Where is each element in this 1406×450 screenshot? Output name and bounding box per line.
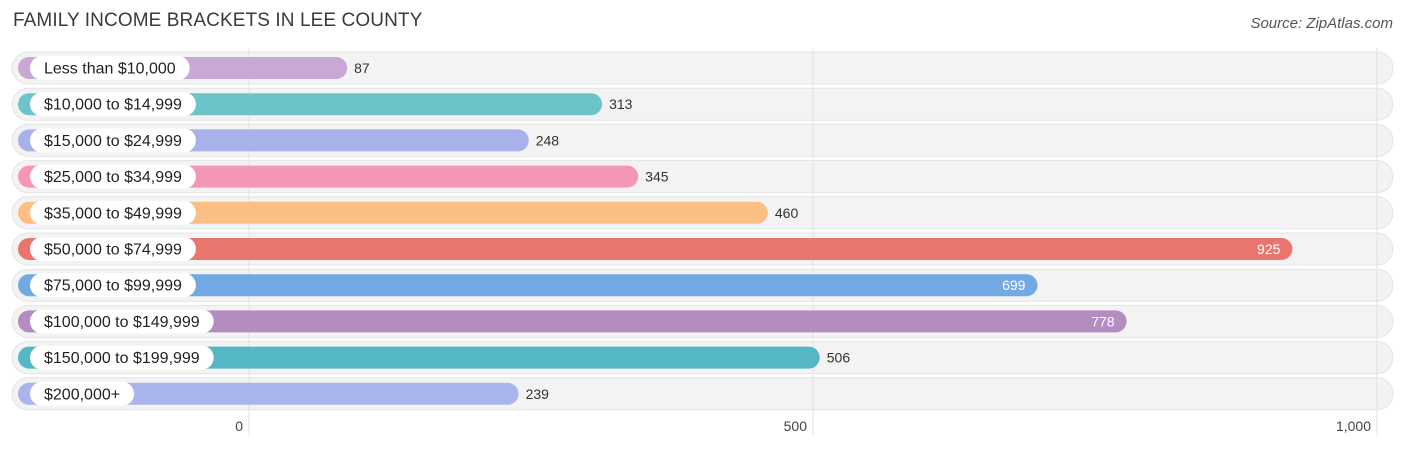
category-label: $25,000 to $34,999 (44, 169, 182, 186)
bar (18, 201, 768, 224)
bar (18, 382, 519, 405)
value-label: 345 (645, 169, 669, 185)
category-label: $150,000 to $199,999 (44, 350, 200, 367)
bar (18, 238, 1293, 260)
bar (18, 310, 1127, 333)
value-label: 313 (609, 96, 633, 112)
value-label: 925 (1257, 241, 1281, 257)
category-label: $35,000 to $49,999 (44, 205, 182, 222)
value-label: 778 (1091, 313, 1115, 329)
category-label: Less than $10,000 (44, 61, 176, 78)
x-tick-label: 0 (235, 418, 243, 434)
category-label-pill (30, 345, 214, 370)
category-label-pill (30, 164, 196, 189)
category-label: $50,000 to $74,999 (44, 242, 182, 259)
category-label: $200,000+ (44, 386, 120, 403)
bar (18, 346, 820, 369)
x-tick-label: 500 (784, 418, 808, 434)
category-label-pill (30, 92, 196, 117)
category-label-pill (30, 381, 135, 406)
category-label-pill (30, 237, 196, 261)
value-label: 248 (536, 132, 560, 148)
category-label: $10,000 to $14,999 (44, 97, 182, 114)
category-label-pill (30, 128, 196, 153)
source-note: Source: ZipAtlas.com (1250, 15, 1393, 32)
category-label: $75,000 to $99,999 (44, 278, 182, 295)
category-label-pill (30, 273, 196, 298)
value-label: 239 (526, 386, 550, 402)
category-label: $15,000 to $24,999 (44, 133, 182, 150)
value-label: 460 (775, 205, 799, 221)
row-background (11, 51, 1394, 85)
category-label-pill (30, 309, 214, 334)
value-label: 87 (354, 60, 370, 76)
x-tick-label: 1,000 (1336, 418, 1371, 434)
category-label-pill (30, 56, 190, 80)
chart-title: FAMILY INCOME BRACKETS IN LEE COUNTY (13, 10, 423, 31)
bar (18, 274, 1038, 297)
category-label-pill (30, 200, 196, 225)
value-label: 506 (827, 350, 851, 366)
category-label: $100,000 to $149,999 (44, 314, 200, 331)
x-axis-ticks: 0 500 1,000 (235, 418, 1371, 434)
bars: Less than $10,000 87 $10,000 to $14,999 313… (18, 56, 1293, 406)
value-label: 699 (1002, 277, 1026, 293)
